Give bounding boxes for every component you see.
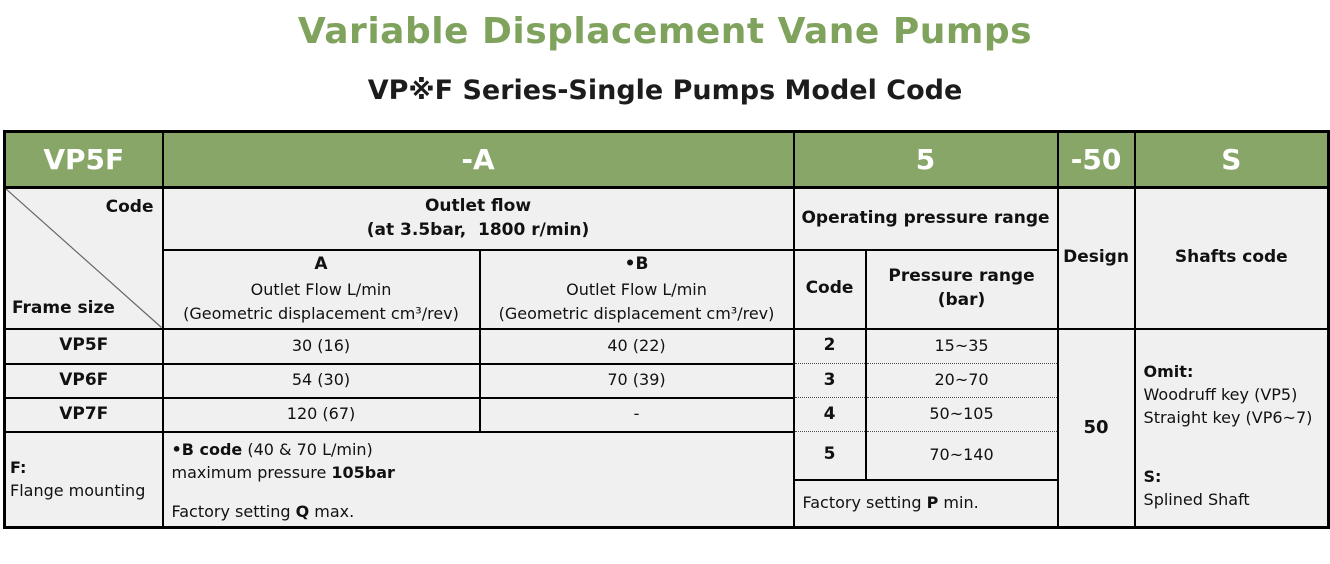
model-code-frame: VP5F xyxy=(3,130,164,189)
frame-size-axis-label: Frame size xyxy=(12,297,115,318)
shafts-code-header: Shafts code xyxy=(1133,186,1330,330)
outlet-flow-condition: (at 3.5bar, 1800 r/min) xyxy=(366,219,590,240)
flow-vp5f-b: 40 (22) xyxy=(478,327,795,365)
pressure-range-header: Pressure range (bar) xyxy=(864,248,1059,330)
model-code-design: -50 xyxy=(1056,130,1136,189)
table-row: Factory setting P min. xyxy=(5,478,1329,529)
pressure-code-5: 5 xyxy=(792,431,867,481)
page-title: Variable Displacement Vane Pumps xyxy=(297,11,1033,52)
pressure-code-header: Code xyxy=(792,248,867,330)
flow-vp6f-b: 70 (39) xyxy=(478,362,795,399)
mounting-label: Flange mounting xyxy=(10,481,146,501)
flow-vp6f-a: 54 (30) xyxy=(161,362,481,399)
mounting-code: F: xyxy=(10,458,27,478)
b-code-line3: Factory setting Q max. xyxy=(171,501,355,521)
column-b-code: •B xyxy=(624,254,649,275)
design-header: Design xyxy=(1056,186,1136,330)
outlet-flow-title: Outlet flow xyxy=(424,195,532,216)
table-row: F: Flange mounting •B code (40 & 70 L/mi… xyxy=(3,430,1329,529)
model-code-row: VP5F -A 5 -50 S xyxy=(3,130,1330,189)
pressure-range-label: Pressure range xyxy=(888,266,1035,287)
shaft-omit-line2: Straight key (VP6~7) xyxy=(1143,407,1313,427)
outlet-flow-header: Outlet flow (at 3.5bar, 1800 r/min) xyxy=(161,186,795,251)
column-a-header: A Outlet Flow L/min (Geometric displacem… xyxy=(161,248,481,330)
column-b-displacement: (Geometric displacement cm³/rev) xyxy=(498,303,775,323)
column-a-unit: Outlet Flow L/min xyxy=(250,279,392,299)
shaft-omit-line1: Woodruff key (VP5) xyxy=(1143,384,1298,404)
frame-vp5f: VP5F xyxy=(3,327,164,365)
column-b-unit: Outlet Flow L/min xyxy=(566,279,707,299)
shaft-s-title: S: xyxy=(1143,467,1162,487)
shaft-s-line: Splined Shaft xyxy=(1143,490,1250,510)
model-code-table: VP5F -A 5 -50 S Code Frame size Outlet f… xyxy=(3,130,1330,529)
pressure-range-4: 50~105 xyxy=(864,397,1059,432)
pressure-code-3: 3 xyxy=(792,363,867,398)
mounting-note-cell: F: Flange mounting xyxy=(3,430,164,529)
pressure-code-4: 4 xyxy=(792,397,867,432)
pressure-range-2: 15~35 xyxy=(864,327,1059,364)
b-code-note-cell: •B code (40 & 70 L/min) maximum pressure… xyxy=(161,430,795,529)
frame-vp6f: VP6F xyxy=(3,362,164,399)
column-a-code: A xyxy=(314,254,328,275)
diagonal-line xyxy=(6,189,162,328)
operating-pressure-header: Operating pressure range xyxy=(792,186,1059,251)
frame-vp7f: VP7F xyxy=(3,396,164,433)
shaft-omit-title: Omit: xyxy=(1143,361,1194,381)
page-subtitle: VP※F Series-Single Pumps Model Code xyxy=(367,75,963,106)
column-a-displacement: (Geometric displacement cm³/rev) xyxy=(183,303,459,323)
table-row: VP7F 120 (67) - 4 50~105 xyxy=(3,396,1329,433)
pressure-range-unit: (bar) xyxy=(937,290,986,310)
b-code-line2: maximum pressure 105bar xyxy=(171,462,395,482)
factory-setting-cell: Factory setting P min. xyxy=(792,478,1059,529)
pressure-range-5: 70~140 xyxy=(864,431,1059,481)
model-code-flow: -A xyxy=(161,130,795,189)
pressure-range-3: 20~70 xyxy=(864,363,1059,398)
matrix-header-cell: Code Frame size xyxy=(3,186,164,330)
flow-vp7f-a: 120 (67) xyxy=(161,396,481,433)
column-b-header: •B Outlet Flow L/min (Geometric displace… xyxy=(478,248,795,330)
code-axis-label: Code xyxy=(105,197,154,217)
pressure-code-2: 2 xyxy=(792,327,867,364)
model-code-shaft: S xyxy=(1133,130,1330,189)
b-code-line1: •B code (40 & 70 L/min) xyxy=(171,439,373,459)
shaft-s-block: S: Splined Shaft xyxy=(1144,465,1324,511)
table-row: VP5F 30 (16) 40 (22) 2 15~35 50 Omit: Wo… xyxy=(3,327,1330,529)
flow-vp7f-b: - xyxy=(478,396,795,433)
shaft-omit-block: Omit: Woodruff key (VP5) Straight key (V… xyxy=(1144,360,1324,430)
shafts-code-cell: Omit: Woodruff key (VP5) Straight key (V… xyxy=(1133,327,1330,529)
flow-vp5f-a: 30 (16) xyxy=(161,327,481,365)
table-row: VP6F 54 (30) 70 (39) 3 20~70 xyxy=(3,362,1329,399)
design-value: 50 xyxy=(1056,327,1136,529)
model-code-pressure: 5 xyxy=(792,130,1059,189)
